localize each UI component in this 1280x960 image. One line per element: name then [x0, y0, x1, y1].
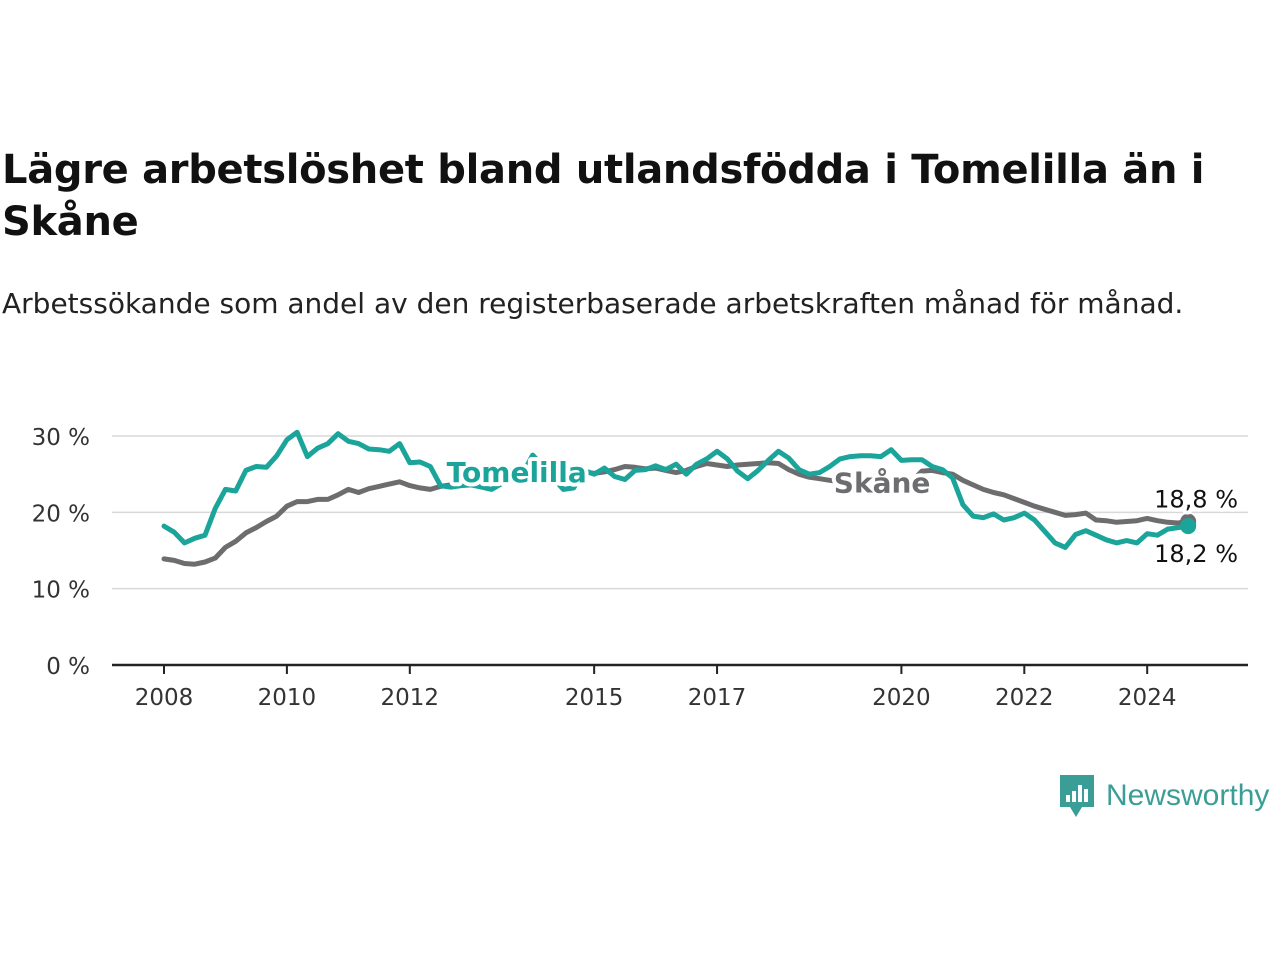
x-tick-label: 2024 — [1118, 685, 1177, 711]
x-tick-label: 2015 — [565, 685, 624, 711]
skane-series-line — [161, 460, 1191, 567]
tomelilla-end-marker — [1180, 518, 1197, 535]
y-axis-ticks: 0 % 10 % 20 % 30 % — [32, 425, 90, 680]
y-tick-label: 30 % — [32, 425, 90, 451]
skane-series-label: Skåne — [834, 466, 931, 499]
x-tick-label: 2022 — [995, 685, 1054, 711]
bar-chart-speech-bubble-icon — [1060, 775, 1094, 817]
x-axis: 2008 2010 2012 2015 2017 2020 2022 2024 — [112, 663, 1248, 711]
newsworthy-logo: Newsworthy — [1058, 773, 1269, 819]
x-tick-label: 2020 — [872, 685, 931, 711]
brand-name: Newsworthy — [1106, 779, 1270, 812]
skane-end-value: 18,8 % — [1154, 485, 1238, 513]
y-tick-label: 20 % — [32, 501, 90, 527]
tomelilla-series-label: Tomelilla — [447, 456, 587, 489]
chart-title: Lägre arbetslöshet bland utlandsfödda i … — [2, 147, 1205, 245]
line-chart: 0 % 10 % 20 % 30 % 2008 2010 2012 2015 2017 2020… — [32, 425, 1248, 711]
tomelilla-series-line — [161, 429, 1191, 550]
x-tick-label: 2012 — [381, 685, 440, 711]
chart-lines — [161, 429, 1197, 567]
x-tick-label: 2008 — [135, 685, 194, 711]
y-tick-label: 10 % — [32, 578, 90, 604]
y-tick-label: 0 % — [46, 654, 90, 680]
x-tick-label: 2010 — [258, 685, 317, 711]
x-tick-label: 2017 — [688, 685, 747, 711]
tomelilla-end-value: 18,2 % — [1154, 540, 1238, 568]
chart-subtitle: Arbetssökande som andel av den registerb… — [2, 287, 1184, 320]
chart-labels: Tomelilla Skåne 18,8 % 18,2 % — [443, 452, 1242, 572]
